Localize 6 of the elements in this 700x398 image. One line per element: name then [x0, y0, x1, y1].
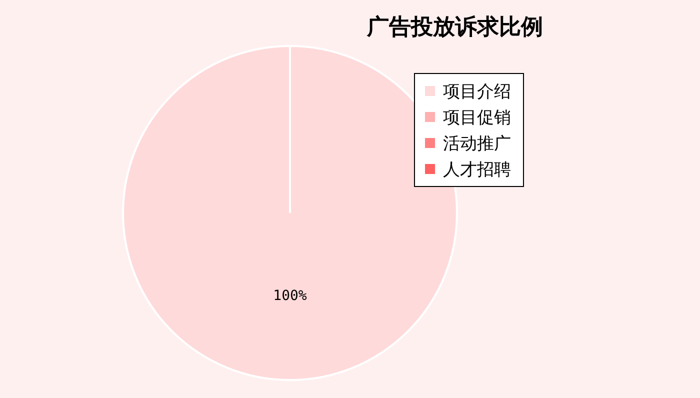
data-label: 100% [273, 288, 308, 304]
legend-label: 人才招聘 [443, 158, 511, 180]
legend-label: 项目介绍 [443, 80, 511, 102]
chart-title: 广告投放诉求比例 [366, 14, 544, 42]
legend-label: 项目促销 [443, 106, 511, 128]
legend-label: 活动推广 [443, 132, 511, 154]
